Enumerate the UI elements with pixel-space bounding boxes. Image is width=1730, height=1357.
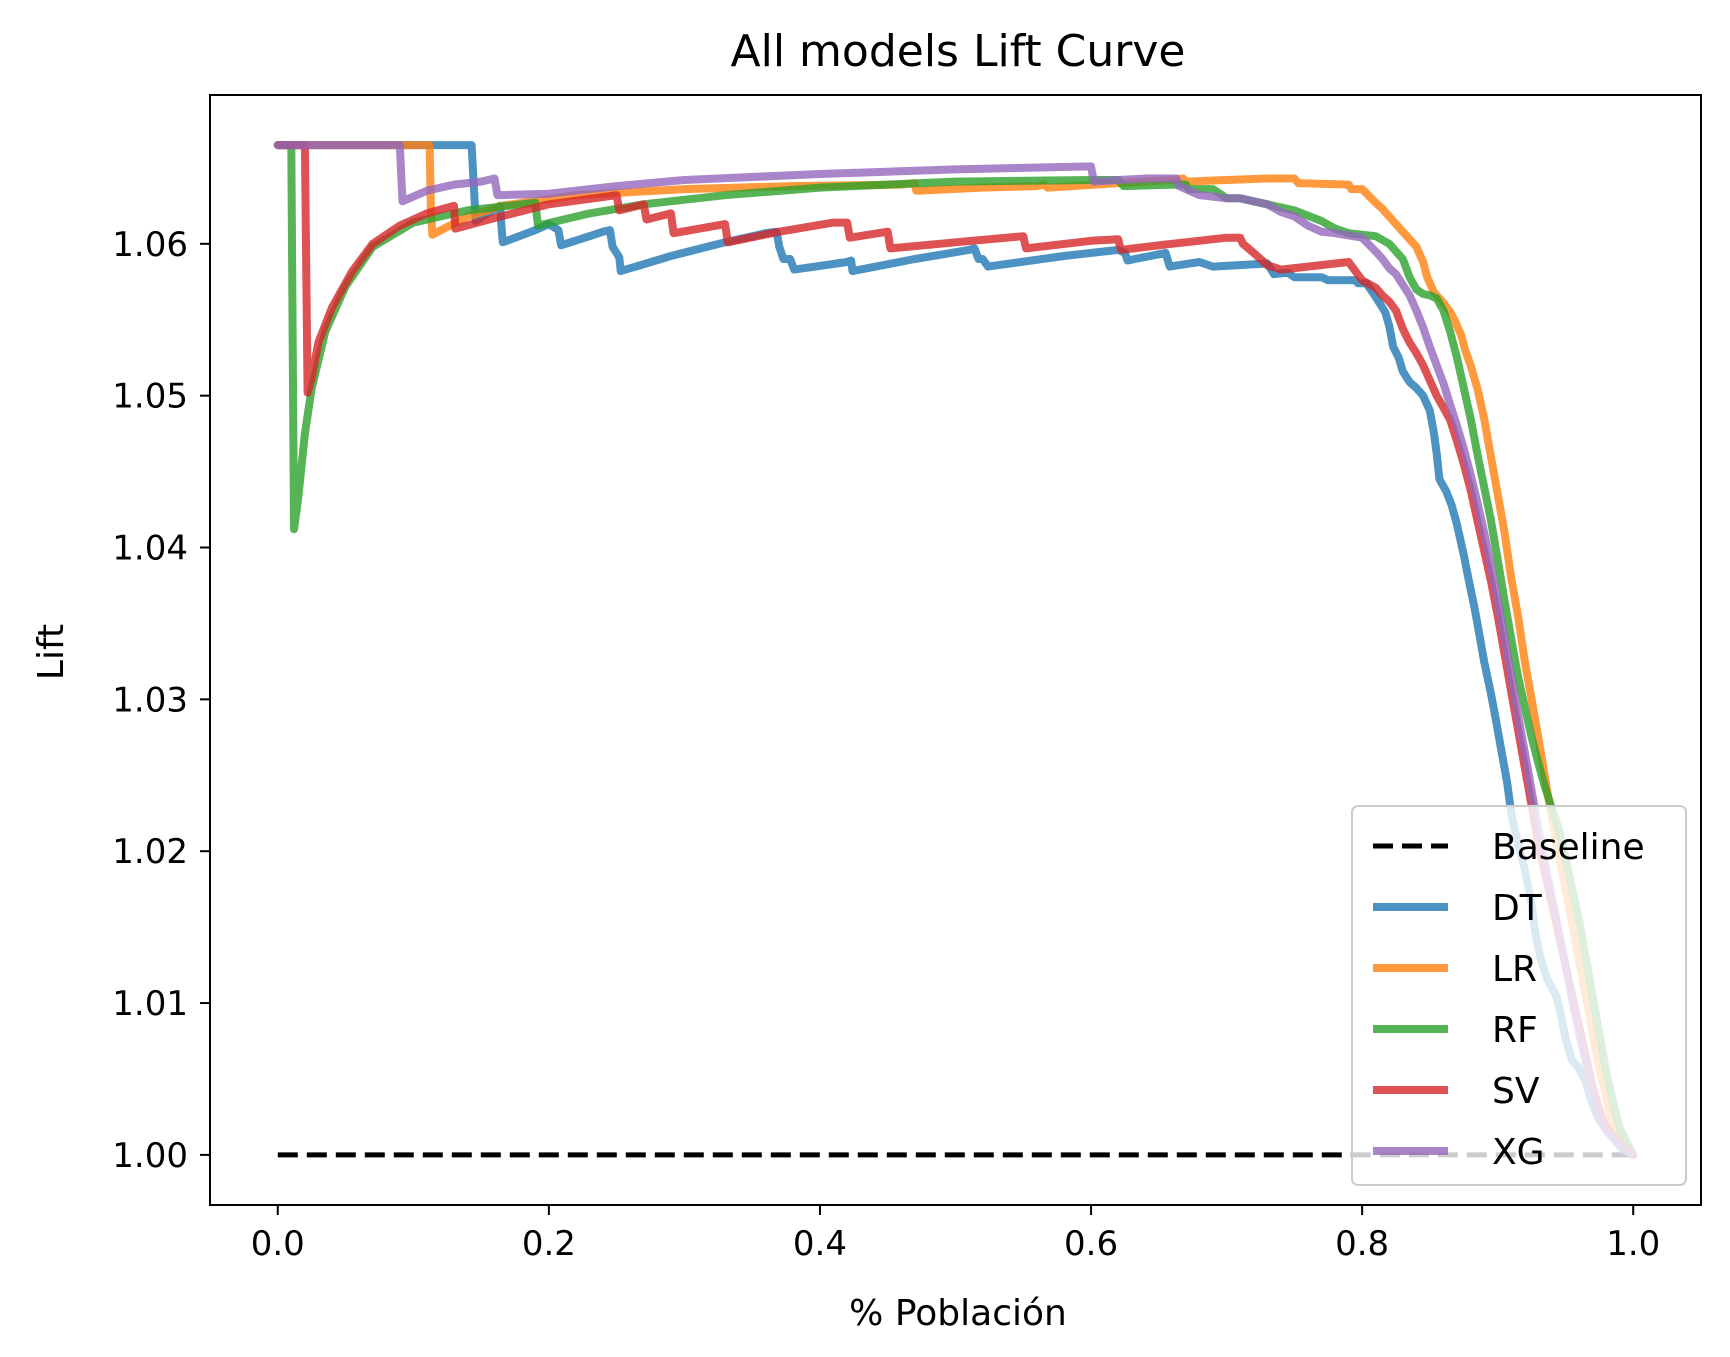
x-axis-label: % Población	[849, 1293, 1067, 1334]
legend-label-baseline: Baseline	[1492, 827, 1645, 868]
y-tick-label: 1.03	[112, 680, 188, 720]
y-tick-label: 1.00	[112, 1136, 188, 1176]
legend-label-xg: XG	[1492, 1132, 1545, 1173]
y-tick-label: 1.06	[112, 225, 188, 265]
plot-frame	[209, 94, 1702, 1206]
series-line-rf	[273, 141, 1638, 1159]
x-tick-label: 0.0	[251, 1224, 305, 1264]
y-tick-label: 1.04	[112, 529, 188, 569]
y-tick-label: 1.02	[112, 832, 188, 872]
legend-label-sv: SV	[1492, 1071, 1540, 1112]
legend-label-rf: RF	[1492, 1010, 1538, 1051]
x-tick-label: 0.8	[1335, 1224, 1389, 1264]
x-tick-label: 1.0	[1606, 1224, 1660, 1264]
x-tick-label: 0.4	[793, 1224, 847, 1264]
legend-label-dt: DT	[1492, 888, 1543, 929]
chart-title: All models Lift Curve	[731, 26, 1186, 77]
legend: Baseline DT LR RF SV XG	[1351, 805, 1687, 1186]
y-tick-label: 1.05	[112, 377, 188, 417]
y-axis: 1.00 1.01 1.02 1.03 1.04 1.05 1.06	[112, 225, 210, 1176]
y-tick-label: 1.01	[112, 984, 188, 1024]
x-tick-label: 0.6	[1064, 1224, 1118, 1264]
x-axis: 0.0 0.2 0.4 0.6 0.8 1.0	[251, 1205, 1660, 1264]
y-axis-label: Lift	[31, 624, 72, 680]
legend-label-lr: LR	[1492, 949, 1537, 990]
x-tick-label: 0.2	[522, 1224, 576, 1264]
